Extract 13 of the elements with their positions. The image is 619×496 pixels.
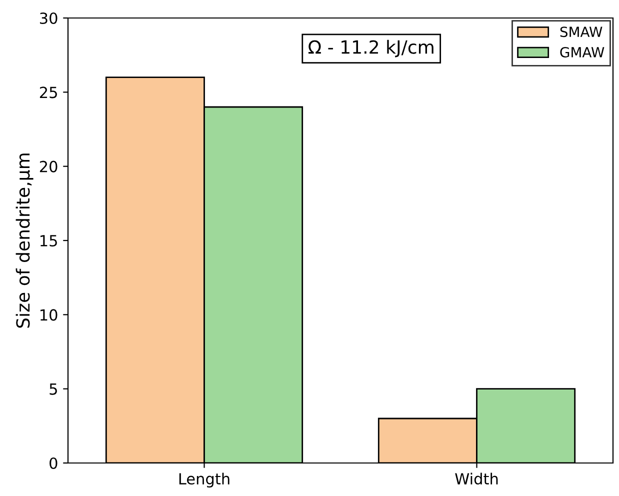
- x-tick-label: Length: [179, 472, 230, 488]
- y-tick-label: 30: [40, 12, 58, 24]
- y-axis-title: Size of dendrite,μm: [16, 154, 34, 328]
- y-tick-label: 10: [40, 309, 58, 321]
- y-tick-label: 0: [50, 457, 58, 470]
- y-tick-label: 25: [40, 86, 57, 98]
- y-tick-label: 20: [40, 160, 58, 172]
- y-tick-label: 5: [50, 384, 57, 395]
- x-tick-label: Width: [455, 472, 498, 485]
- legend-label: SMAW: [560, 26, 602, 38]
- legend-label: GMAW: [560, 46, 604, 58]
- y-tick-label: 15: [40, 235, 57, 247]
- annotation: Ω - 11.2 kJ/cm: [308, 40, 434, 58]
